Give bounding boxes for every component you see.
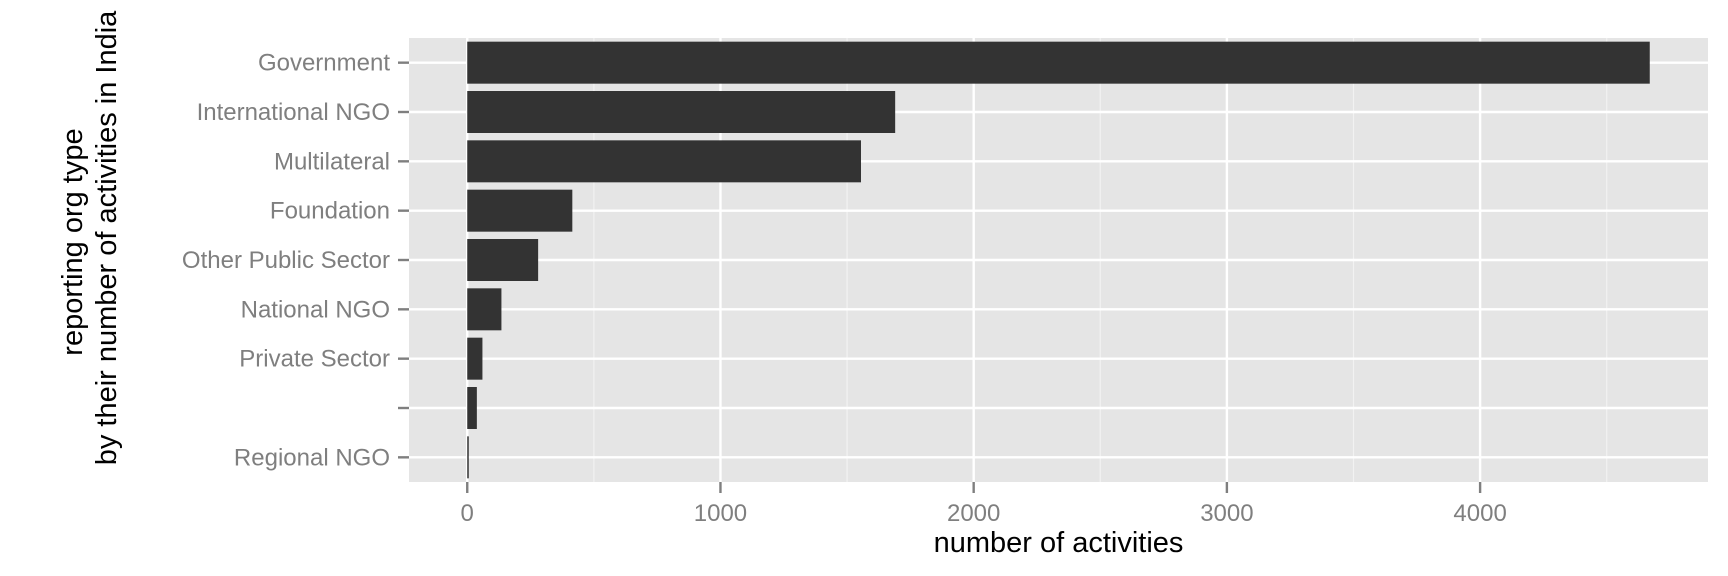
- y-tick-label: Other Public Sector: [182, 247, 390, 274]
- y-tick-label: Regional NGO: [234, 444, 390, 471]
- bars: [467, 41, 1650, 479]
- bar: [467, 239, 539, 281]
- y-tick-label: Private Sector: [239, 346, 390, 373]
- y-tick-label: Government: [258, 50, 390, 77]
- x-axis-title: number of activities: [934, 527, 1184, 559]
- y-axis-title: reporting org type by their number of ac…: [57, 10, 123, 465]
- bar: [467, 91, 896, 133]
- bar: [467, 288, 502, 331]
- bar: [467, 436, 469, 479]
- bar: [467, 337, 483, 380]
- y-axis-title-line-2: by their number of activities in India: [91, 10, 123, 465]
- y-tick-label: International NGO: [197, 99, 390, 126]
- bar: [467, 140, 861, 183]
- y-axis: Government International NGO Multilateral F…: [182, 50, 409, 471]
- bar: [467, 41, 1650, 84]
- y-axis-title-line-1: reporting org type: [57, 128, 89, 355]
- y-tick-label: Multilateral: [274, 148, 390, 175]
- x-tick-label: 4000: [1453, 500, 1506, 527]
- x-axis: 0 1000 2000 3000 4000: [461, 482, 1507, 527]
- x-tick-label: 0: [461, 500, 474, 527]
- bar: [467, 387, 477, 429]
- x-tick-label: 1000: [694, 500, 747, 527]
- y-tick-label: National NGO: [241, 296, 390, 323]
- y-tick-label: Foundation: [270, 198, 390, 225]
- x-tick-label: 3000: [1200, 500, 1253, 527]
- bar: [467, 189, 573, 232]
- x-tick-label: 2000: [947, 500, 1000, 527]
